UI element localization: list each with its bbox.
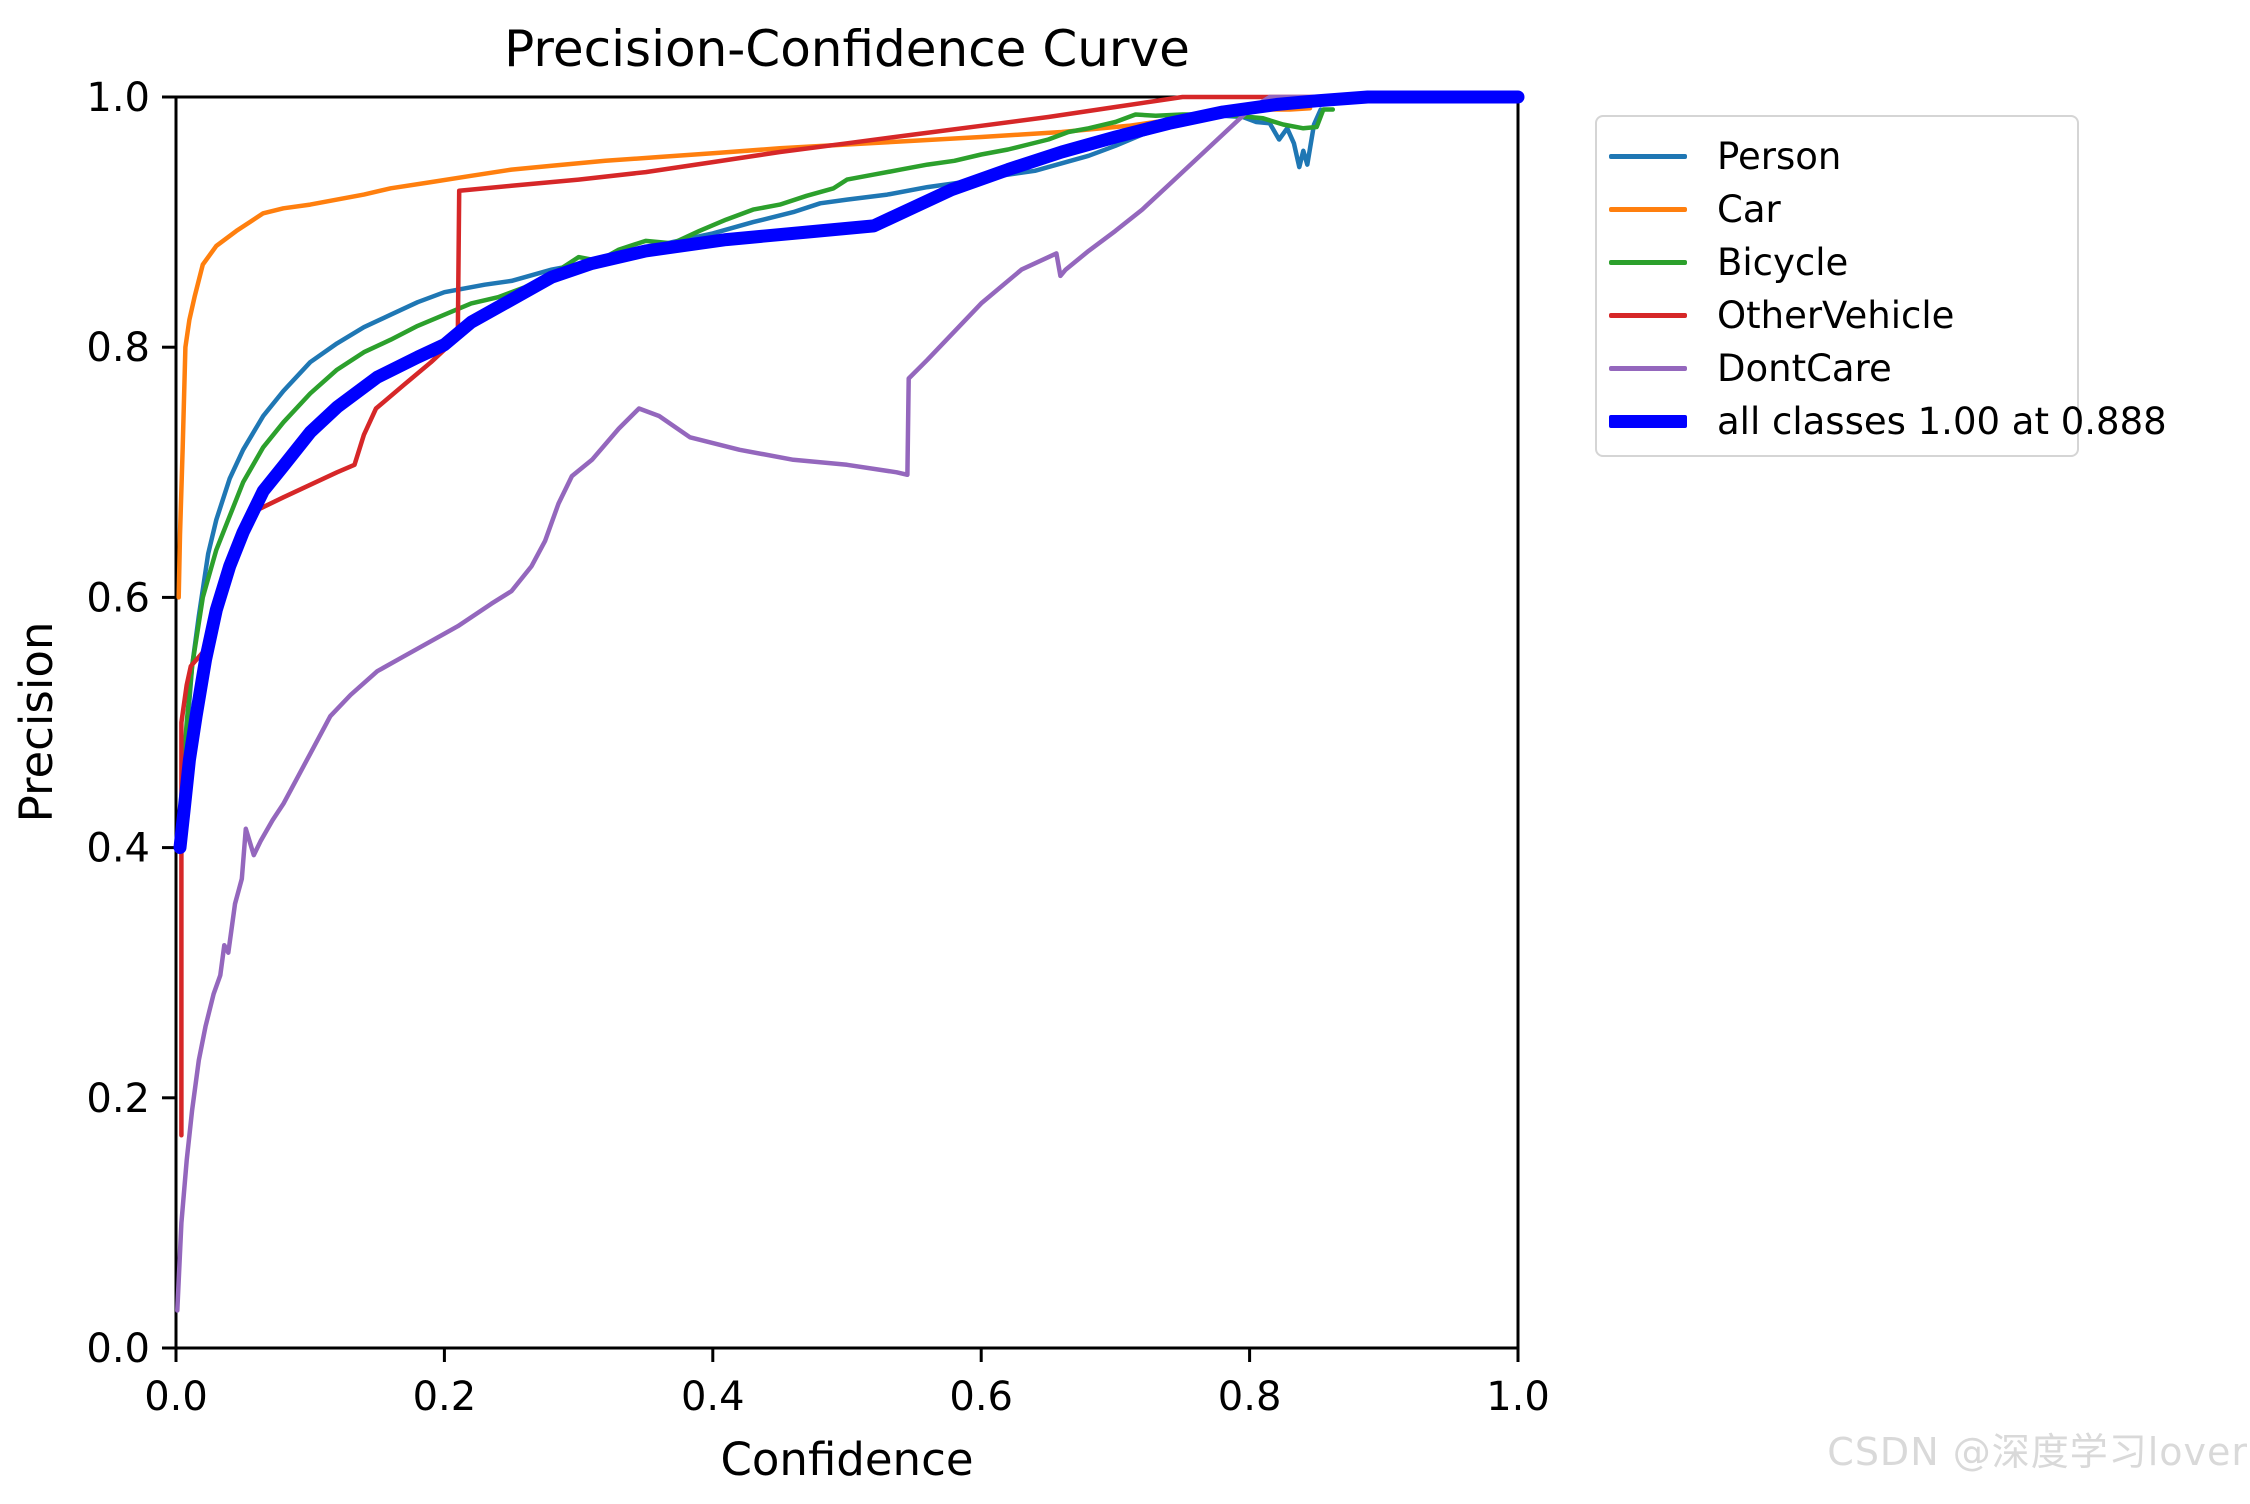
axes-layer: 0.0 0.2 0.4 0.6 0.8 1.0 0.0 0.2 0.4 0.6 0.8 1.0 (86, 75, 1549, 1420)
legend-line-sample (1609, 366, 1687, 371)
legend-item: Bicycle (1597, 236, 2077, 289)
x-tick-label: 0.0 (144, 1374, 208, 1420)
legend-label: DontCare (1717, 347, 1892, 390)
legend-item: Car (1597, 183, 2077, 236)
legend-label: Bicycle (1717, 241, 1849, 284)
curve-person (179, 107, 1323, 813)
legend-line-sample (1609, 154, 1687, 159)
legend-line-sample (1609, 260, 1687, 265)
x-tick-label: 1.0 (1486, 1374, 1550, 1420)
legend-label: all classes 1.00 at 0.888 (1717, 400, 2167, 443)
legend-label: Person (1717, 135, 1842, 178)
legend-item: OtherVehicle (1597, 289, 2077, 342)
x-tick-label: 0.6 (949, 1374, 1013, 1420)
y-tick-label: 0.8 (86, 325, 150, 371)
x-tick-label: 0.4 (681, 1374, 745, 1420)
legend-item: Person (1597, 130, 2077, 183)
legend-label: Car (1717, 188, 1781, 231)
legend-item: DontCare (1597, 342, 2077, 395)
x-tick-label: 0.8 (1218, 1374, 1282, 1420)
series-layer (173, 90, 1525, 1313)
curve-all-classes-1.00-at-0.888 (173, 90, 1525, 855)
legend-item: all classes 1.00 at 0.888 (1597, 395, 2167, 448)
y-tick-label: 0.2 (86, 1076, 150, 1122)
x-tick-label: 0.2 (413, 1374, 477, 1420)
y-tick-label: 0.4 (86, 826, 150, 872)
curve-othervehicle (179, 94, 1370, 1138)
curve-bicycle (179, 107, 1336, 800)
curve-car (176, 106, 1313, 600)
chart-title: Precision-Confidence Curve (504, 20, 1190, 78)
y-axis-label: Precision (10, 622, 63, 823)
watermark: CSDN @深度学习lover (1827, 1430, 2248, 1474)
y-tick-label: 0.0 (86, 1326, 150, 1372)
legend-line-sample (1609, 415, 1687, 428)
y-tick-label: 1.0 (86, 75, 150, 121)
axes-spines (174, 95, 1520, 1350)
legend-label: OtherVehicle (1717, 294, 1955, 337)
legend-line-sample (1609, 313, 1687, 318)
y-tick-label: 0.6 (86, 575, 150, 621)
legend-line-sample (1609, 207, 1687, 212)
legend: Person Car Bicycle OtherVehicle DontCare all … (1595, 115, 2167, 457)
x-axis-label: Confidence (720, 1433, 973, 1486)
curve-dontcare (175, 94, 1521, 1313)
